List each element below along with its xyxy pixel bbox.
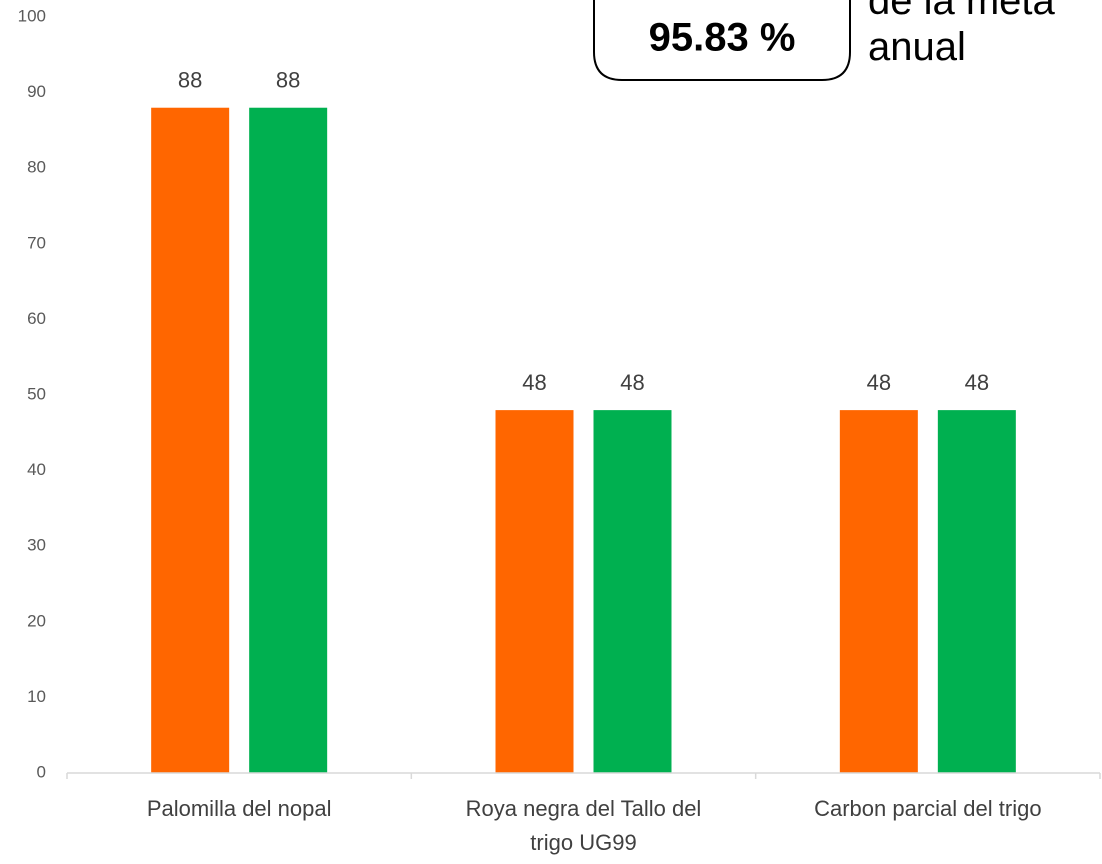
x-axis: Palomilla del nopal Roya negra del Tallo … bbox=[66, 772, 1101, 855]
y-tick-label: 10 bbox=[27, 687, 46, 706]
y-tick-label: 90 bbox=[27, 82, 46, 101]
y-tick-label: 70 bbox=[27, 233, 46, 252]
y-tick-label: 100 bbox=[18, 6, 46, 25]
data-label-series2-cat3: 48 bbox=[965, 370, 989, 395]
bar-series1-cat3 bbox=[839, 410, 918, 773]
bar-series1-cat2 bbox=[495, 410, 574, 773]
data-label-series1-cat3: 48 bbox=[867, 370, 891, 395]
category-label: Carbon parcial del trigo bbox=[814, 796, 1041, 821]
bar-series2-cat2 bbox=[593, 410, 672, 773]
callout-value: 95.83 % bbox=[649, 16, 796, 60]
category-label: Roya negra del Tallo del bbox=[466, 796, 702, 821]
y-tick-label: 20 bbox=[27, 611, 46, 630]
callout-side-line-2: anual bbox=[868, 25, 966, 69]
data-label-series2-cat1: 88 bbox=[276, 68, 300, 93]
y-tick-label: 40 bbox=[27, 460, 46, 479]
y-tick-label: 30 bbox=[27, 536, 46, 555]
y-tick-label: 80 bbox=[27, 158, 46, 177]
data-labels-group: 88 88 48 48 48 48 bbox=[178, 68, 989, 395]
category-label: Palomilla del nopal bbox=[147, 796, 332, 821]
bar-series1-cat1 bbox=[151, 107, 230, 774]
y-tick-label: 0 bbox=[37, 762, 46, 781]
callout-side-line-1: de la meta bbox=[868, 0, 1056, 23]
y-tick-label: 50 bbox=[27, 384, 46, 403]
data-label-series2-cat2: 48 bbox=[620, 370, 644, 395]
bars-group bbox=[151, 107, 1016, 774]
y-tick-label: 60 bbox=[27, 309, 46, 328]
category-label: trigo UG99 bbox=[530, 830, 636, 855]
bar-series2-cat3 bbox=[937, 410, 1016, 773]
data-label-series1-cat1: 88 bbox=[178, 68, 202, 93]
y-axis: 0 10 20 30 40 50 60 70 80 90 100 bbox=[18, 6, 46, 781]
callout-group: 95.83 % de la meta anual bbox=[593, 0, 1056, 81]
callout-box bbox=[593, 0, 851, 81]
bar-series2-cat1 bbox=[249, 107, 328, 774]
data-label-series1-cat2: 48 bbox=[522, 370, 546, 395]
